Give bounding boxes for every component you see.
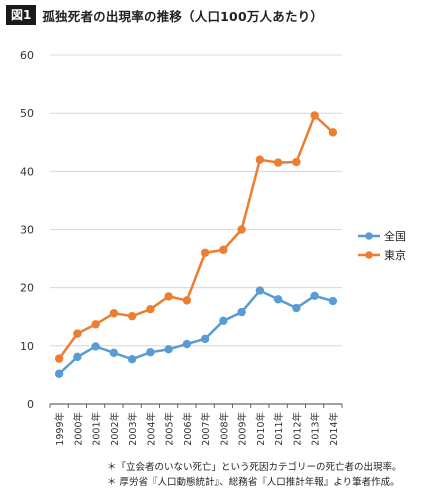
series-line-zenkoku xyxy=(58,289,334,375)
x-tick-label: 2007年 xyxy=(200,412,212,446)
legend-swatch-marker xyxy=(365,232,373,240)
data-point xyxy=(237,307,246,317)
x-tick-label: 2004年 xyxy=(145,412,157,446)
x-tick-label: 2003年 xyxy=(127,412,139,446)
legend-swatch-marker xyxy=(365,251,373,259)
data-point xyxy=(273,158,283,167)
x-tick-label: 2014年 xyxy=(328,412,340,446)
data-point xyxy=(54,369,64,378)
x-axis-ticks: 1999年 2000年 2001年 2002年 2003年 2004年 2005年 2006年… xyxy=(49,404,343,446)
y-tick-label: 40 xyxy=(20,165,34,178)
legend-label: 東京 xyxy=(384,248,406,262)
data-point xyxy=(255,286,265,295)
y-tick-label: 0 xyxy=(27,398,34,411)
data-point xyxy=(310,291,319,301)
data-point xyxy=(127,355,137,364)
data-point xyxy=(127,311,137,321)
x-tick-label: 2001年 xyxy=(91,412,103,446)
series-line-tokyo xyxy=(58,114,334,360)
y-tick-label: 50 xyxy=(20,107,34,120)
data-point xyxy=(292,157,301,167)
data-point xyxy=(73,352,82,362)
data-point xyxy=(219,245,228,255)
data-point xyxy=(255,155,265,164)
footnote-1: ＊「立会者のいない死亡」という死因カテゴリーの死亡者の出現率。 xyxy=(107,462,402,473)
x-tick-label: 2002年 xyxy=(109,412,121,446)
y-tick-label: 60 xyxy=(20,49,34,62)
x-tick-label: 2008年 xyxy=(218,412,230,446)
x-tick-label: 2013年 xyxy=(310,412,322,446)
data-point xyxy=(109,348,119,358)
x-tick-label: 2010年 xyxy=(255,412,267,446)
data-point xyxy=(146,348,155,357)
data-point xyxy=(109,309,119,318)
data-point xyxy=(328,296,338,306)
x-tick-label: 1999年 xyxy=(54,412,66,446)
x-tick-label: 2012年 xyxy=(291,412,303,446)
x-tick-label: 2011年 xyxy=(273,412,285,446)
data-point xyxy=(310,111,319,120)
series-lines xyxy=(54,111,338,378)
legend-label: 全国 xyxy=(384,229,406,243)
y-tick-label: 10 xyxy=(20,340,34,353)
x-tick-label: 2000年 xyxy=(72,412,84,446)
data-point xyxy=(73,329,82,338)
y-tick-label: 20 xyxy=(20,282,34,295)
y-tick-label: 30 xyxy=(20,224,34,237)
data-point xyxy=(164,345,173,354)
x-tick-label: 2005年 xyxy=(164,412,176,446)
chart-title: 孤独死者の出現率の推移（人口100万人あたり） xyxy=(42,8,324,24)
y-axis-ticks: 0 10 20 30 40 50 60 xyxy=(20,49,34,411)
data-point xyxy=(91,320,100,329)
data-point xyxy=(328,128,338,137)
data-point xyxy=(292,303,301,313)
data-point xyxy=(182,296,192,305)
data-point xyxy=(146,304,155,314)
data-point xyxy=(200,248,210,257)
data-point xyxy=(237,225,246,234)
figure-label: 図1 xyxy=(6,5,37,25)
line-chart: 0 10 20 30 40 50 60 1999年 2000年 2001年 2002年 2003年 2… xyxy=(20,49,406,446)
x-tick-label: 2006年 xyxy=(182,412,194,446)
figure-header: 図1 孤独死者の出現率の推移（人口100万人あたり） xyxy=(6,5,323,25)
x-tick-label: 2009年 xyxy=(237,412,249,446)
footnote-2: ＊ 厚労省『人口動態統計』、総務省『人口推計年報』より筆者作成。 xyxy=(107,477,400,488)
data-point xyxy=(182,339,192,349)
data-point xyxy=(91,342,100,351)
data-point xyxy=(54,354,64,363)
data-point xyxy=(164,292,173,301)
gridlines xyxy=(50,54,342,405)
data-point xyxy=(200,334,210,344)
data-point xyxy=(273,295,283,304)
data-point xyxy=(219,316,228,326)
